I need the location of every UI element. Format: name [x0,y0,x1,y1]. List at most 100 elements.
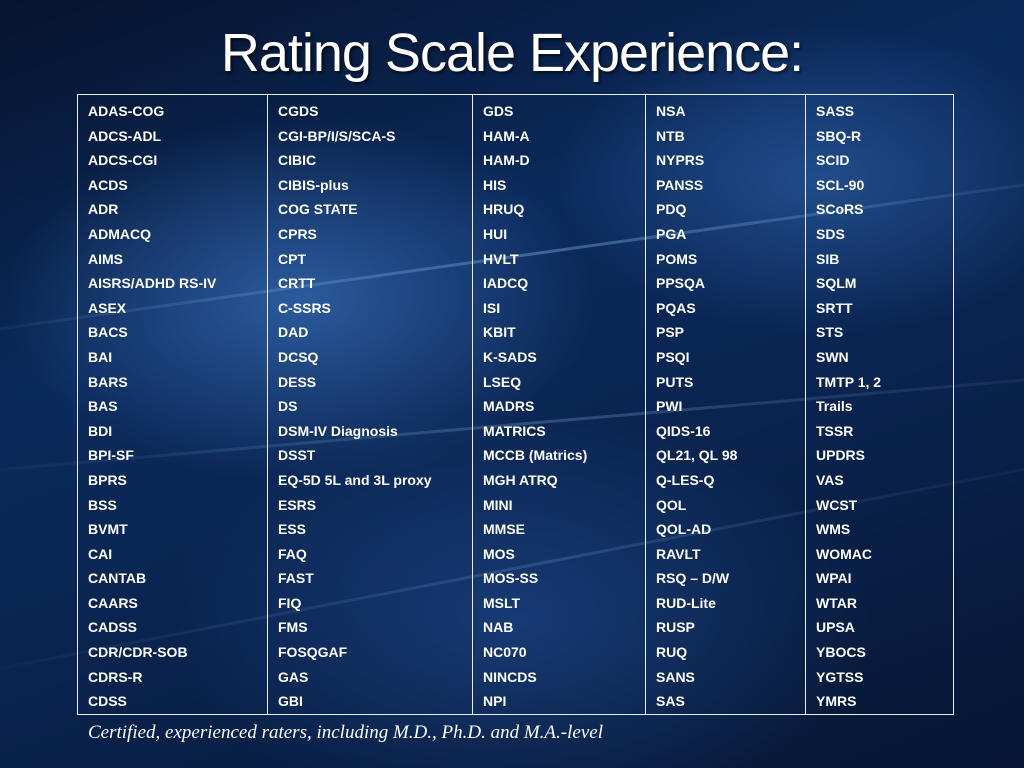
scale-item: CDR/CDR-SOB [88,644,188,661]
scale-item: PWI [656,398,683,415]
table-column: SASS SBQ-R SCID SCL-90 SCoRS SDS SIB SQLM SRTT ST… [805,94,954,715]
scale-item: UPDRS [816,447,866,464]
scale-item: MOS [483,545,515,562]
scale-item: HAM-D [483,152,530,169]
scale-item: RUSP [656,619,695,636]
table-row: ADAS-COG ADCS-ADL ADCS-CGI ACDS ADR ADMACQ AIM… [77,94,954,715]
scale-item: CANTAB [88,570,147,587]
scale-item: NSA [656,103,686,119]
scale-item: BSS [88,496,117,513]
scale-item: CGI-BP/I/S/SCA-S [278,127,396,144]
scale-item: QOL [656,496,687,513]
scale-list: SASS SBQ-R SCID SCL-90 SCoRS SDS SIB SQLM SRTT ST… [816,99,953,714]
scale-item: SIB [816,250,840,267]
table-column: NSA NTB NYPRS PANSS PDQ PGA POMS PPSQA PQAS PSP PS… [645,94,806,715]
scale-item: PSP [656,324,685,341]
scale-item: WPAI [816,570,852,587]
scale-item: NPI [483,693,507,710]
scale-item: ESS [278,521,307,538]
scale-item: C-SSRS [278,299,331,316]
scale-item: PANSS [656,176,704,193]
scale-item: SWN [816,348,849,365]
scale-list: ADAS-COG ADCS-ADL ADCS-CGI ACDS ADR ADMACQ AIM… [88,99,267,714]
scale-item: DSST [278,447,316,464]
scale-item: FIQ [278,594,302,611]
scale-item: QOL-AD [656,521,712,538]
scale-item: GAS [278,668,309,685]
scale-item: VAS [816,471,844,488]
scale-item: MMSE [483,521,525,538]
scale-item: RUQ [656,644,688,661]
scale-item: SCoRS [816,201,864,218]
scale-item: MGH ATRQ [483,471,558,488]
scale-item: ACDS [88,176,128,193]
slide-title: Rating Scale Experience: [220,23,804,83]
scale-item: BDI [88,422,113,439]
scale-item: SDS [816,225,845,242]
scale-item: Q-LES-Q [656,471,715,488]
scale-item: DESS [278,373,317,390]
scale-item: MATRICS [483,422,546,439]
scale-item: PPSQA [656,275,706,292]
scale-item: ADAS-COG [88,103,165,119]
scale-item: COG STATE [278,201,358,218]
scale-item: PUTS [656,373,694,390]
scale-item: STS [816,324,844,341]
scale-item: IADCQ [483,275,529,292]
scale-item: GBI [278,693,303,710]
scale-list: NSA NTB NYPRS PANSS PDQ PGA POMS PPSQA PQAS PSP PS… [656,99,805,714]
scale-item: NYPRS [656,152,705,169]
scale-item: BACS [88,324,128,341]
scale-item: BVMT [88,521,128,538]
scale-item: SANS [656,668,695,685]
scale-item: RSQ – D/W [656,570,730,587]
scale-item: CPT [278,250,306,267]
scale-item: MINI [483,496,513,513]
scale-item: YMRS [816,693,857,710]
scale-item: YBOCS [816,644,866,661]
scale-item: KBIT [483,324,516,341]
scale-item: CAI [88,545,113,562]
scale-item: CDRS-R [88,668,143,685]
scale-item: BARS [88,373,128,390]
scale-item: QIDS-16 [656,422,711,439]
scale-item: FAST [278,570,314,587]
scale-item: MADRS [483,398,535,415]
scale-item: CPRS [278,225,317,242]
scale-item: HAM-A [483,127,530,144]
scale-item: WOMAC [816,545,872,562]
scale-item: SBQ-R [816,127,862,144]
scale-item: RAVLT [656,545,701,562]
scale-item: YGTSS [816,668,864,685]
scale-item: BPI-SF [88,447,134,464]
scale-item: NAB [483,619,514,636]
scale-item: FAQ [278,545,307,562]
scale-item: K-SADS [483,348,537,365]
scale-item: PSQI [656,348,690,365]
scale-item: SCL-90 [816,176,865,193]
scale-item: Trails [816,398,853,415]
table-column: CGDS CGI-BP/I/S/SCA-S CIBIC CIBIS-plus COG S… [267,94,473,715]
scale-item: CIBIS-plus [278,176,349,193]
scale-item: ISI [483,299,501,316]
rating-scale-table: ADAS-COG ADCS-ADL ADCS-CGI ACDS ADR ADMACQ AIM… [77,94,954,715]
scale-item: CIBIC [278,152,317,169]
scale-item: SQLM [816,275,857,292]
scale-item: UPSA [816,619,855,636]
scale-item: EQ-5D 5L and 3L proxy [278,471,432,488]
scale-item: TSSR [816,422,854,439]
scale-item: QL21, QL 98 [656,447,738,464]
scale-item: NINCDS [483,668,537,685]
table-column: ADAS-COG ADCS-ADL ADCS-CGI ACDS ADR ADMACQ AIM… [77,94,268,715]
scale-item: ESRS [278,496,317,513]
scale-item: DAD [278,324,309,341]
scale-item: GDS [483,103,514,119]
scale-item: BPRS [88,471,127,488]
scale-item: AISRS/ADHD RS-IV [88,275,217,292]
scale-item: BAI [88,348,113,365]
scale-item: HUI [483,225,508,242]
scale-item: PDQ [656,201,687,218]
scale-item: MCCB (Matrics) [483,447,588,464]
scale-item: AIMS [88,250,123,267]
table-column: GDS HAM-A HAM-D HIS HRUQ HUI HVLT IADCQ ISI KBIT K… [472,94,646,715]
